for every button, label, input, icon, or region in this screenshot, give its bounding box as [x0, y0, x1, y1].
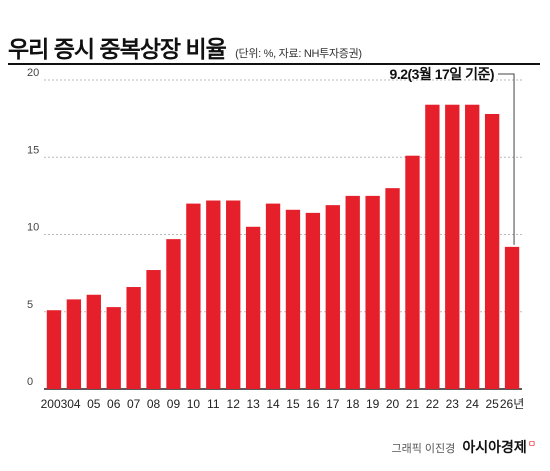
annotation-label: 9.2(3월 17일 기준) — [390, 66, 494, 82]
x-tick-label: 20 — [386, 397, 400, 411]
x-tick-label: 06 — [107, 397, 121, 411]
x-tick-label: 16 — [306, 397, 320, 411]
bar — [186, 203, 201, 389]
bar — [146, 270, 161, 389]
x-tick-label: 08 — [147, 397, 161, 411]
x-tick-label: 09 — [167, 397, 181, 411]
publisher-mark-icon: ㅁ — [527, 439, 536, 449]
y-tick-label: 10 — [27, 222, 39, 234]
x-tick-label: 15 — [286, 397, 300, 411]
x-tick-label: 05 — [87, 397, 101, 411]
publisher-logo: 아시아경제 — [462, 439, 527, 455]
x-tick-label: 26년 — [500, 397, 524, 411]
x-tick-label: 18 — [346, 397, 360, 411]
x-tick-label: 21 — [406, 397, 420, 411]
y-tick-label: 20 — [27, 67, 39, 79]
x-tick-label: 17 — [326, 397, 340, 411]
chart-subtitle: (단위: %, 자료: NH투자증권) — [235, 48, 362, 60]
bar — [126, 287, 141, 389]
annotation-leader-line — [498, 73, 515, 245]
bar — [484, 113, 500, 390]
x-tick-label: 11 — [207, 397, 220, 411]
x-tick-label: 25 — [485, 397, 499, 411]
bar — [345, 195, 360, 389]
x-tick-label: 13 — [246, 397, 260, 411]
x-tick-label: 10 — [187, 397, 201, 411]
x-tick-label: 19 — [366, 397, 380, 411]
bar — [325, 205, 340, 389]
bar — [445, 104, 460, 389]
title-divider — [8, 63, 540, 65]
bar — [385, 188, 400, 389]
bar — [365, 195, 380, 389]
bar — [265, 203, 281, 389]
bar — [206, 200, 221, 389]
bar — [166, 239, 181, 389]
x-tick-label: 22 — [426, 397, 440, 411]
bar — [285, 209, 301, 389]
bar — [245, 226, 261, 389]
x-tick-label: 23 — [446, 397, 460, 411]
x-tick-label: 04 — [67, 397, 81, 411]
bar — [226, 200, 241, 389]
graphic-credit: 그래픽 이진경 — [391, 443, 456, 455]
bar — [66, 299, 82, 389]
bar — [46, 310, 62, 389]
bar — [425, 104, 440, 389]
y-tick-label: 15 — [27, 144, 39, 156]
x-tick-label: 12 — [227, 397, 241, 411]
bar — [106, 307, 121, 389]
credit-line: 그래픽 이진경 아시아경제ㅁ — [391, 437, 536, 457]
y-tick-label: 0 — [27, 376, 33, 388]
x-tick-label: 2003 — [41, 397, 68, 411]
x-tick-label: 14 — [266, 397, 280, 411]
chart-title: 우리 증시 중복상장 비율 — [8, 36, 227, 62]
bar — [465, 104, 480, 389]
bar — [504, 246, 520, 389]
bar — [405, 155, 420, 389]
x-tick-label: 07 — [127, 397, 141, 411]
bar — [305, 212, 321, 389]
bar — [86, 294, 101, 389]
page-title: 우리 증시 중복상장 비율 (단위: %, 자료: NH투자증권) — [8, 30, 362, 64]
y-tick-label: 5 — [27, 299, 33, 311]
x-tick-label: 24 — [466, 397, 480, 411]
